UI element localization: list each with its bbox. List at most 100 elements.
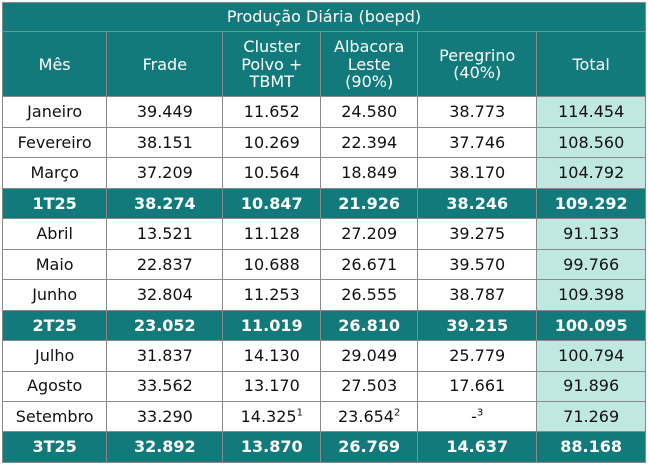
cell-mes: Junho (1, 279, 108, 311)
cell-value: 37.209 (136, 163, 193, 183)
cell-value: 27.209 (341, 224, 398, 244)
cell-value: 104.792 (558, 163, 625, 183)
cell-frade: 31.837 (106, 340, 224, 372)
cell-cluster-polvo-tbmt: 11.652 (222, 96, 322, 128)
cell-value: 108.560 (558, 132, 625, 152)
cell-value: 13.170 (243, 376, 300, 396)
cell-value: 2T25 (32, 315, 77, 335)
cell-peregrino: 17.661 (417, 370, 538, 402)
cell-albacora-leste: 26.671 (320, 248, 419, 281)
cell-value: 18.849 (341, 163, 398, 183)
cell-value: Maio (35, 254, 74, 274)
cell-frade: 38.274 (106, 187, 224, 220)
cell-albacora-leste: 22.394 (320, 126, 419, 159)
cell-value: 26.810 (338, 315, 401, 335)
cell-total: 100.095 (536, 309, 646, 342)
header-frade: Frade (106, 31, 224, 98)
cell-frade: 33.290 (106, 400, 224, 433)
cell-value: Julho (35, 345, 75, 365)
quarter-summary-row: 1T25 38.274 10.847 21.926 38.246 109.292 (1, 187, 646, 220)
cell-value: 21.926 (338, 193, 401, 213)
cell-albacora-leste: 27.503 (320, 370, 419, 402)
table-row: Março 37.209 10.564 18.849 38.170 104.792 (1, 157, 646, 189)
cell-cluster-polvo-tbmt: 13.870 (222, 431, 322, 463)
cell-value: 71.269 (563, 406, 620, 426)
cell-value: 38.151 (136, 132, 193, 152)
quarter-summary-row: 2T25 23.052 11.019 26.810 39.215 100.095 (1, 309, 646, 342)
cell-value: 26.769 (338, 437, 401, 457)
cell-total: 109.398 (536, 279, 646, 311)
cell-albacora-leste: 27.209 (320, 218, 419, 250)
cell-frade: 38.151 (106, 126, 224, 159)
cell-cluster-polvo-tbmt: 14.3251 (222, 400, 322, 433)
cell-value: 38.787 (449, 285, 506, 305)
cell-value: 27.503 (341, 376, 398, 396)
cell-frade: 13.521 (106, 218, 224, 250)
cell-frade: 32.804 (106, 279, 224, 311)
cell-cluster-polvo-tbmt: 11.253 (222, 279, 322, 311)
cell-peregrino: 38.787 (417, 279, 538, 311)
cell-mes: Agosto (1, 370, 108, 402)
cell-mes: Fevereiro (1, 126, 108, 159)
cell-mes: 3T25 (1, 431, 108, 463)
cell-total: 99.766 (536, 248, 646, 281)
header-mes: Mês (1, 31, 108, 98)
cell-value: 38.274 (133, 193, 196, 213)
cell-albacora-leste: 29.049 (320, 340, 419, 372)
header-cluster-polvo-tbmt: Cluster Polvo + TBMT (222, 31, 322, 98)
cell-value: 29.049 (341, 345, 398, 365)
cell-cluster-polvo-tbmt: 10.847 (222, 187, 322, 220)
cell-value: 3T25 (32, 437, 77, 457)
cell-cluster-polvo-tbmt: 14.130 (222, 340, 322, 372)
cell-value: 32.804 (136, 285, 193, 305)
cell-peregrino: 14.637 (417, 431, 538, 463)
cell-peregrino: 25.779 (417, 340, 538, 372)
cell-value: 32.892 (133, 437, 196, 457)
table-row: Fevereiro 38.151 10.269 22.394 37.746 108.560 (1, 126, 646, 159)
cell-value: Fevereiro (17, 132, 92, 152)
cell-cluster-polvo-tbmt: 10.688 (222, 248, 322, 281)
cell-mes: 2T25 (1, 309, 108, 342)
cell-value: 109.398 (558, 285, 625, 305)
cell-value: - (471, 406, 477, 426)
cell-value: 37.746 (449, 132, 506, 152)
header-peregrino: Peregrino (40%) (417, 31, 538, 98)
cell-value: 17.661 (449, 376, 506, 396)
cell-total: 91.133 (536, 218, 646, 250)
cell-frade: 23.052 (106, 309, 224, 342)
cell-value: Março (30, 163, 79, 183)
cell-value: Janeiro (27, 102, 83, 122)
cell-value: 100.095 (554, 315, 628, 335)
footnote-marker: 3 (476, 407, 484, 419)
cell-mes: Julho (1, 340, 108, 372)
cell-mes: Setembro (1, 400, 108, 433)
table-row: Setembro 33.290 14.3251 23.6542 -3 71.269 (1, 400, 646, 433)
cell-value: 11.652 (243, 102, 300, 122)
cell-value: 24.580 (341, 102, 398, 122)
table-row: Agosto 33.562 13.170 27.503 17.661 91.896 (1, 370, 646, 402)
cell-value: 38.773 (449, 102, 506, 122)
cell-value: 11.019 (240, 315, 303, 335)
cell-value: 91.133 (563, 224, 620, 244)
cell-albacora-leste: 26.769 (320, 431, 419, 463)
cell-value: 88.168 (560, 437, 623, 457)
cell-frade: 37.209 (106, 157, 224, 189)
cell-value: 23.052 (133, 315, 196, 335)
cell-value: 109.292 (554, 193, 628, 213)
cell-value: 14.637 (446, 437, 509, 457)
cell-value: 91.896 (563, 376, 620, 396)
table-row: Janeiro 39.449 11.652 24.580 38.773 114.454 (1, 96, 646, 128)
cell-value: 114.454 (558, 102, 625, 122)
cell-peregrino: 39.570 (417, 248, 538, 281)
cell-value: 33.562 (136, 376, 193, 396)
cell-total: 109.292 (536, 187, 646, 220)
cell-value: 23.654 (338, 406, 394, 426)
cell-value: Junho (32, 285, 78, 305)
cell-value: 22.837 (136, 254, 193, 274)
cell-total: 114.454 (536, 96, 646, 128)
cell-value: 100.794 (558, 345, 625, 365)
cell-value: Agosto (27, 376, 83, 396)
cell-value: 10.847 (240, 193, 303, 213)
cell-value: 39.275 (449, 224, 506, 244)
cell-total: 104.792 (536, 157, 646, 189)
